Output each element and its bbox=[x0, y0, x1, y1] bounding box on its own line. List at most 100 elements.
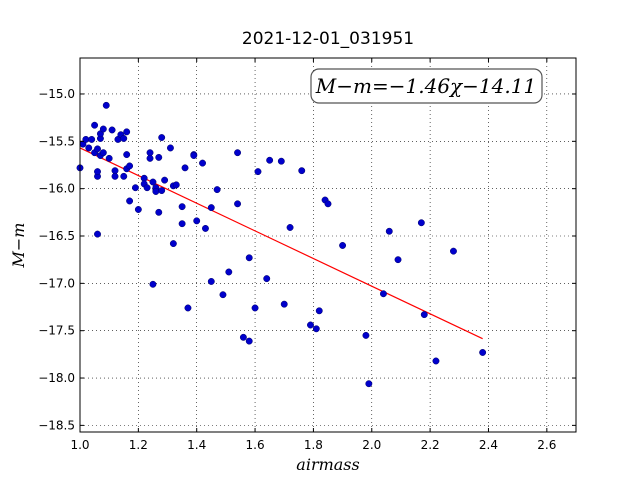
data-point bbox=[219, 291, 227, 299]
data-point bbox=[190, 152, 198, 159]
data-point bbox=[99, 149, 107, 157]
data-point bbox=[111, 172, 119, 180]
x-tick-label: 2.4 bbox=[479, 438, 498, 452]
data-point bbox=[362, 331, 370, 339]
data-point bbox=[146, 154, 154, 162]
data-point bbox=[245, 254, 253, 262]
data-point bbox=[277, 157, 285, 165]
data-point bbox=[126, 162, 134, 170]
chart-title: 2021-12-01_031951 bbox=[242, 29, 414, 49]
data-point bbox=[417, 219, 425, 227]
data-point bbox=[239, 333, 247, 341]
data-point bbox=[254, 168, 262, 176]
data-point bbox=[193, 217, 201, 225]
data-point bbox=[123, 128, 131, 136]
data-point bbox=[213, 186, 221, 194]
y-tick-label: −16.0 bbox=[38, 182, 75, 196]
y-tick-label: −18.5 bbox=[38, 418, 75, 432]
data-point bbox=[385, 227, 393, 235]
y-tick-label: −15.0 bbox=[38, 87, 75, 101]
data-point bbox=[245, 337, 253, 345]
data-point bbox=[307, 321, 314, 329]
data-point bbox=[108, 126, 116, 134]
data-point bbox=[263, 275, 271, 283]
data-point bbox=[178, 220, 186, 228]
data-point bbox=[207, 204, 215, 212]
data-point bbox=[105, 154, 113, 162]
data-point bbox=[286, 224, 294, 231]
y-axis-label: M−m bbox=[9, 223, 28, 269]
x-tick-label: 1.8 bbox=[304, 438, 323, 452]
data-point bbox=[315, 307, 323, 315]
data-point bbox=[94, 230, 101, 238]
y-tick-label: −17.0 bbox=[38, 276, 75, 290]
y-tick-label: −15.5 bbox=[38, 134, 75, 148]
data-point bbox=[181, 164, 189, 172]
axis-ticks: 1.0 1.2 1.4 1.6 1.8 2.0 2.2 2.4 2.6 −15.0 −15.5 −16… bbox=[38, 58, 576, 452]
data-point bbox=[169, 240, 177, 248]
x-tick-label: 1.0 bbox=[70, 438, 89, 452]
data-point bbox=[324, 200, 332, 208]
data-point bbox=[479, 349, 487, 356]
data-point bbox=[365, 380, 373, 388]
data-point bbox=[120, 135, 128, 142]
data-point bbox=[91, 121, 99, 129]
data-point bbox=[172, 181, 180, 189]
data-point bbox=[225, 268, 233, 276]
data-point bbox=[155, 153, 163, 161]
data-point bbox=[94, 145, 101, 153]
y-tick-label: −18.0 bbox=[38, 371, 75, 385]
data-point bbox=[143, 184, 151, 192]
data-point bbox=[379, 290, 387, 298]
data-point bbox=[280, 300, 288, 308]
data-point bbox=[155, 208, 163, 216]
data-point bbox=[420, 311, 428, 319]
fit-equation-frame bbox=[310, 68, 543, 104]
x-tick-label: 2.2 bbox=[421, 438, 440, 452]
data-point bbox=[158, 187, 166, 195]
data-point bbox=[234, 149, 242, 157]
data-point bbox=[149, 280, 157, 288]
plot-border bbox=[79, 57, 577, 433]
data-point bbox=[120, 172, 128, 180]
data-point bbox=[251, 304, 259, 312]
data-points bbox=[76, 101, 487, 388]
data-point bbox=[88, 135, 96, 143]
data-point bbox=[152, 188, 160, 195]
x-tick-label: 1.2 bbox=[129, 438, 148, 452]
fit-equation-box: M−m=−1.46χ−14.11 bbox=[310, 68, 543, 104]
data-point bbox=[202, 224, 209, 232]
data-point bbox=[158, 134, 166, 141]
y-tick-label: −17.5 bbox=[38, 324, 75, 338]
data-point bbox=[123, 151, 131, 159]
data-point bbox=[432, 357, 440, 365]
data-point bbox=[298, 167, 306, 175]
x-tick-label: 2.6 bbox=[537, 438, 556, 452]
fit-equation-text: M−m=−1.46χ−14.11 bbox=[315, 74, 536, 98]
data-point bbox=[394, 256, 402, 264]
data-point bbox=[85, 144, 93, 152]
data-point bbox=[131, 184, 139, 192]
data-point bbox=[166, 144, 174, 152]
data-point bbox=[339, 242, 347, 249]
y-tick-label: −16.5 bbox=[38, 229, 75, 243]
x-tick-label: 1.4 bbox=[187, 438, 206, 452]
data-point bbox=[99, 125, 107, 133]
data-point bbox=[207, 278, 215, 285]
data-point bbox=[102, 101, 110, 109]
data-point bbox=[450, 247, 457, 255]
data-point bbox=[149, 178, 157, 186]
x-tick-label: 1.6 bbox=[246, 438, 265, 452]
plot-area bbox=[80, 58, 576, 432]
data-point bbox=[184, 304, 192, 312]
data-point bbox=[161, 176, 169, 184]
data-point bbox=[199, 159, 206, 167]
data-point bbox=[126, 197, 134, 205]
data-point bbox=[94, 168, 101, 176]
data-point bbox=[312, 325, 320, 333]
x-tick-label: 2.0 bbox=[362, 438, 381, 452]
data-point bbox=[266, 156, 274, 164]
data-point bbox=[178, 203, 186, 211]
x-axis-label: airmass bbox=[296, 455, 359, 474]
